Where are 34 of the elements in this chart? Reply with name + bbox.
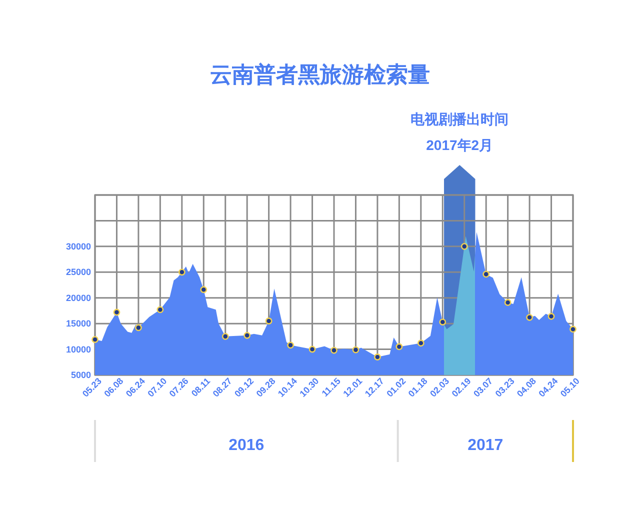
y-tick-label: 30000 <box>66 241 91 252</box>
point <box>460 242 468 250</box>
point <box>113 308 120 316</box>
point <box>222 332 229 340</box>
point <box>417 340 424 347</box>
point <box>482 270 490 278</box>
point <box>396 343 403 350</box>
point <box>308 346 316 353</box>
band-label: 2017年2月 <box>426 137 494 153</box>
point <box>92 336 98 343</box>
text: 2017 <box>468 437 504 454</box>
point <box>352 346 360 354</box>
point <box>548 312 555 320</box>
y-tick-label: 15000 <box>66 318 91 329</box>
y-tick-label: 25000 <box>66 267 91 278</box>
chart-title: 云南普者黑旅游检索量 <box>210 62 430 87</box>
point <box>135 324 142 332</box>
point <box>244 332 251 339</box>
text: 2016 <box>228 437 264 454</box>
point <box>200 286 208 294</box>
point <box>156 306 164 314</box>
point <box>504 299 512 306</box>
point <box>265 318 272 324</box>
y-tick-label: 5000 <box>70 370 91 380</box>
point <box>178 268 186 276</box>
point <box>439 318 446 326</box>
point <box>330 346 338 354</box>
text: 电视剧播出时间 <box>410 111 509 127</box>
point <box>570 326 576 333</box>
y-tick-label: 10000 <box>66 344 91 354</box>
point <box>374 354 381 360</box>
y-tick-label: 20000 <box>66 292 91 303</box>
point <box>526 314 533 321</box>
point <box>287 342 294 349</box>
